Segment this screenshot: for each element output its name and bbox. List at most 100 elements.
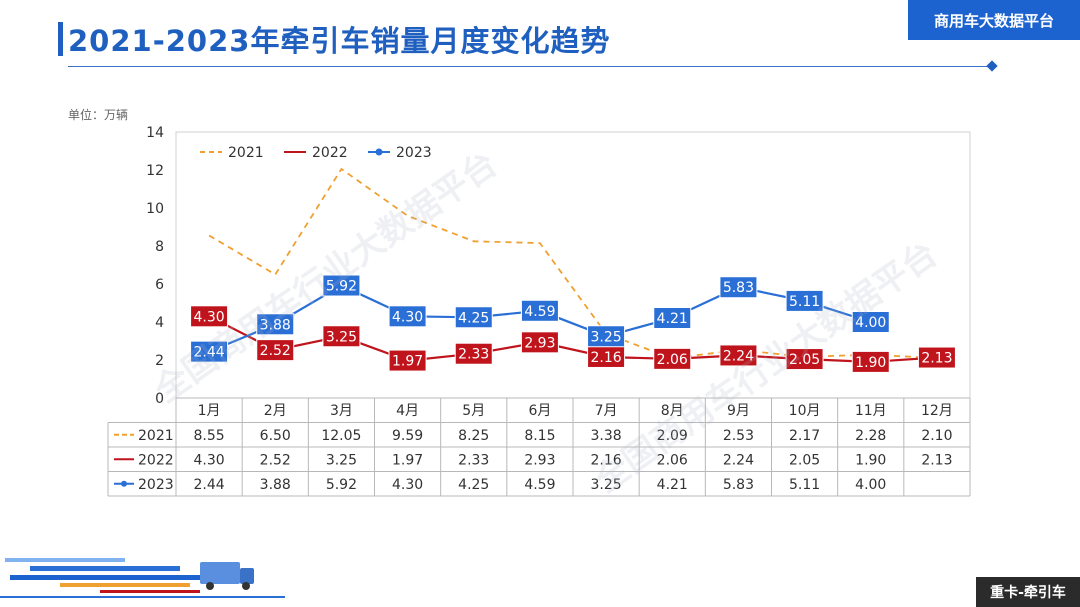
legend-marker-2023	[375, 148, 383, 156]
table-cell: 3.25	[326, 452, 357, 468]
data-label-2022: 2.06	[657, 352, 688, 368]
unit-label: 单位：万辆	[68, 108, 129, 122]
data-label-box-2023	[520, 299, 559, 322]
table-cell: 2.06	[657, 452, 688, 468]
data-label-box-2023	[190, 340, 229, 363]
data-label-2023: 3.88	[260, 317, 291, 333]
x-category-label: 2月	[264, 403, 287, 419]
x-category-label: 8月	[661, 403, 684, 419]
table-series-name: 2023	[138, 477, 174, 493]
legend-label-2021: 2021	[228, 145, 264, 161]
table-cell: 4.25	[458, 477, 489, 493]
data-label-box-2022	[256, 339, 295, 362]
table-cell: 12.05	[321, 428, 361, 444]
table-cell: 1.97	[392, 452, 423, 468]
data-label-box-2023	[388, 305, 427, 328]
y-tick-label: 0	[155, 391, 164, 407]
data-label-2022: 1.90	[855, 355, 886, 371]
data-label-2023: 4.21	[657, 311, 688, 327]
data-label-box-2022	[653, 347, 692, 370]
table-cell: 2.93	[524, 452, 555, 468]
title-accent-bar	[58, 22, 63, 56]
legend-label-2023: 2023	[396, 145, 432, 161]
table-cell: 2.09	[657, 428, 688, 444]
y-tick-label: 12	[146, 163, 164, 179]
table-cell: 4.30	[193, 452, 224, 468]
table-cell: 2.33	[458, 452, 489, 468]
data-label-2023: 4.59	[524, 304, 555, 320]
data-label-2023: 4.00	[855, 315, 886, 331]
title-divider	[68, 66, 993, 67]
y-tick-label: 6	[155, 277, 164, 293]
data-label-2023: 5.92	[326, 279, 357, 295]
data-label-box-2023	[322, 274, 361, 297]
table-key-marker-2023	[121, 480, 127, 487]
table-cell: 2.13	[921, 452, 952, 468]
data-label-2022: 2.16	[590, 350, 621, 366]
y-tick-label: 14	[146, 125, 164, 141]
brand-badge: 商用车大数据平台	[908, 0, 1080, 40]
data-label-2023: 5.11	[789, 294, 820, 310]
data-label-box-2023	[719, 276, 758, 299]
table-cell: 1.90	[855, 452, 886, 468]
footer-category-tag: 重卡-牵引车	[976, 577, 1080, 607]
table-cell: 2.10	[921, 428, 952, 444]
table-cell: 8.55	[193, 428, 224, 444]
plot-frame	[175, 131, 971, 399]
data-label-2022: 2.52	[260, 343, 291, 359]
data-label-box-2022	[917, 346, 956, 369]
table-cell: 2.05	[789, 452, 820, 468]
data-label-2023: 3.25	[590, 329, 621, 345]
y-tick-label: 10	[146, 201, 164, 217]
data-label-2022: 2.33	[458, 347, 489, 363]
table-cell: 4.00	[855, 477, 886, 493]
page-title: 2021-2023年牵引车销量月度变化趋势	[68, 24, 611, 58]
data-label-2022: 3.25	[326, 329, 357, 345]
legend-label-2022: 2022	[312, 145, 348, 161]
data-label-box-2022	[719, 344, 758, 367]
data-label-box-2022	[388, 349, 427, 372]
table-cell: 2.17	[789, 428, 820, 444]
table-cell: 2.44	[193, 477, 224, 493]
y-tick-label: 4	[155, 315, 164, 331]
table-cell: 5.83	[723, 477, 754, 493]
data-label-2023: 4.30	[392, 309, 423, 325]
table-cell: 3.88	[260, 477, 291, 493]
table-cell: 4.30	[392, 477, 423, 493]
x-category-label: 12月	[921, 403, 953, 419]
x-category-label: 10月	[789, 403, 821, 419]
data-label-2022: 1.97	[392, 354, 423, 370]
table-series-name: 2022	[138, 452, 174, 468]
table-cell: 4.59	[524, 477, 555, 493]
truck-logo-graphic	[0, 558, 285, 598]
data-label-2023: 4.25	[458, 310, 489, 326]
x-category-label: 4月	[396, 403, 419, 419]
data-label-box-2022	[190, 305, 229, 328]
table-cell: 9.59	[392, 428, 423, 444]
x-category-label: 1月	[198, 403, 221, 419]
table-cell: 4.21	[657, 477, 688, 493]
table-cell: 2.16	[590, 452, 621, 468]
y-tick-label: 8	[155, 239, 164, 255]
table-cell: 2.28	[855, 428, 886, 444]
x-category-label: 5月	[462, 403, 485, 419]
table-cell: 2.52	[260, 452, 291, 468]
table-cell: 8.25	[458, 428, 489, 444]
table-cell: 6.50	[260, 428, 291, 444]
y-tick-label: 2	[155, 353, 164, 369]
table-cell: 2.53	[723, 428, 754, 444]
table-cell: 5.11	[789, 477, 820, 493]
data-label-2022: 4.30	[193, 309, 224, 325]
data-label-box-2023	[587, 325, 626, 348]
data-label-2022: 2.05	[789, 352, 820, 368]
table-cell: 3.38	[590, 428, 621, 444]
data-label-box-2023	[785, 289, 824, 312]
data-label-2023: 2.44	[193, 345, 224, 361]
data-label-2023: 5.83	[723, 280, 754, 296]
data-label-box-2023	[454, 306, 493, 329]
table-cell: 2.24	[723, 452, 754, 468]
x-category-label: 11月	[855, 403, 887, 419]
data-label-box-2023	[851, 311, 890, 333]
table-cell: 5.92	[326, 477, 357, 493]
